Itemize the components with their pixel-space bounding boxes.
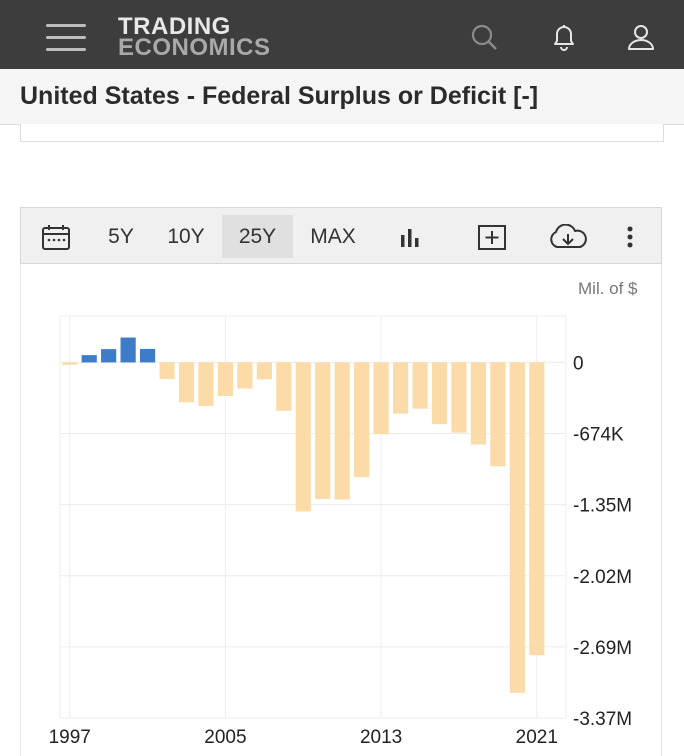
- bar-1998[interactable]: [81, 355, 97, 363]
- more-icon[interactable]: [624, 225, 636, 249]
- y-tick-label: -2.02M: [573, 567, 632, 588]
- x-tick-label: 2013: [360, 727, 402, 748]
- y-tick-label: -1.35M: [573, 496, 632, 517]
- bar-2010[interactable]: [315, 362, 331, 499]
- menu-icon[interactable]: [46, 24, 86, 52]
- bar-2015[interactable]: [412, 362, 428, 409]
- chart-toolbar: 5Y 10Y 25Y MAX: [20, 207, 662, 264]
- page-title: United States - Federal Surplus or Defic…: [20, 82, 539, 110]
- y-tick-label: 0: [573, 353, 584, 374]
- bar-1999[interactable]: [101, 349, 117, 363]
- x-tick-label: 1997: [49, 727, 91, 748]
- logo-line-2: ECONOMICS: [118, 34, 271, 61]
- bar-2005[interactable]: [217, 362, 234, 396]
- calendar-icon[interactable]: [41, 223, 71, 251]
- bar-2020[interactable]: [509, 362, 525, 693]
- bars: [62, 337, 545, 693]
- bar-2000[interactable]: [120, 337, 136, 363]
- y-tick-label: -674K: [573, 425, 624, 446]
- bar-2006[interactable]: [237, 362, 253, 389]
- range-5y-button[interactable]: 5Y: [108, 225, 134, 248]
- bar-2009[interactable]: [295, 362, 311, 512]
- search-icon[interactable]: [469, 22, 499, 52]
- x-tick-label: 2021: [516, 727, 558, 748]
- bar-2004[interactable]: [198, 362, 214, 407]
- bar-2011[interactable]: [334, 362, 350, 500]
- download-icon[interactable]: [547, 224, 589, 252]
- bar-2014[interactable]: [392, 362, 409, 414]
- bar-2008[interactable]: [276, 362, 292, 411]
- bell-icon[interactable]: [549, 22, 579, 52]
- x-tick-label: 2005: [204, 727, 246, 748]
- bar-2013[interactable]: [373, 362, 389, 435]
- y-tick-label: -3.37M: [573, 709, 632, 730]
- logo[interactable]: TRADING ECONOMICS: [118, 13, 271, 61]
- bar-2002[interactable]: [159, 362, 175, 380]
- unit-label: Mil. of $: [578, 279, 638, 298]
- logo-line-1: TRADING: [118, 13, 231, 40]
- title-bar: United States - Federal Surplus or Defic…: [0, 69, 684, 125]
- empty-panel: [20, 124, 664, 142]
- add-icon[interactable]: [477, 224, 507, 252]
- bar-2017[interactable]: [451, 362, 467, 433]
- bar-2012[interactable]: [354, 362, 370, 478]
- y-tick-label: -2.69M: [573, 638, 632, 659]
- bar-2019[interactable]: [490, 362, 506, 467]
- bar-2016[interactable]: [431, 362, 448, 425]
- bar-chart-icon[interactable]: [399, 225, 425, 249]
- bar-2021[interactable]: [529, 362, 545, 656]
- range-max-button[interactable]: MAX: [310, 225, 356, 248]
- range-25y-button[interactable]: 25Y: [222, 215, 293, 258]
- top-bar: TRADING ECONOMICS: [0, 0, 684, 69]
- bar-2001[interactable]: [139, 348, 156, 363]
- bar-2003[interactable]: [178, 362, 195, 403]
- range-10y-button[interactable]: 10Y: [167, 225, 205, 248]
- gridlines: [59, 315, 567, 719]
- bar-2018[interactable]: [470, 362, 487, 445]
- bar-2007[interactable]: [256, 362, 272, 380]
- user-icon[interactable]: [626, 22, 656, 52]
- chart-container: [20, 264, 662, 756]
- bar-1997[interactable]: [62, 362, 78, 365]
